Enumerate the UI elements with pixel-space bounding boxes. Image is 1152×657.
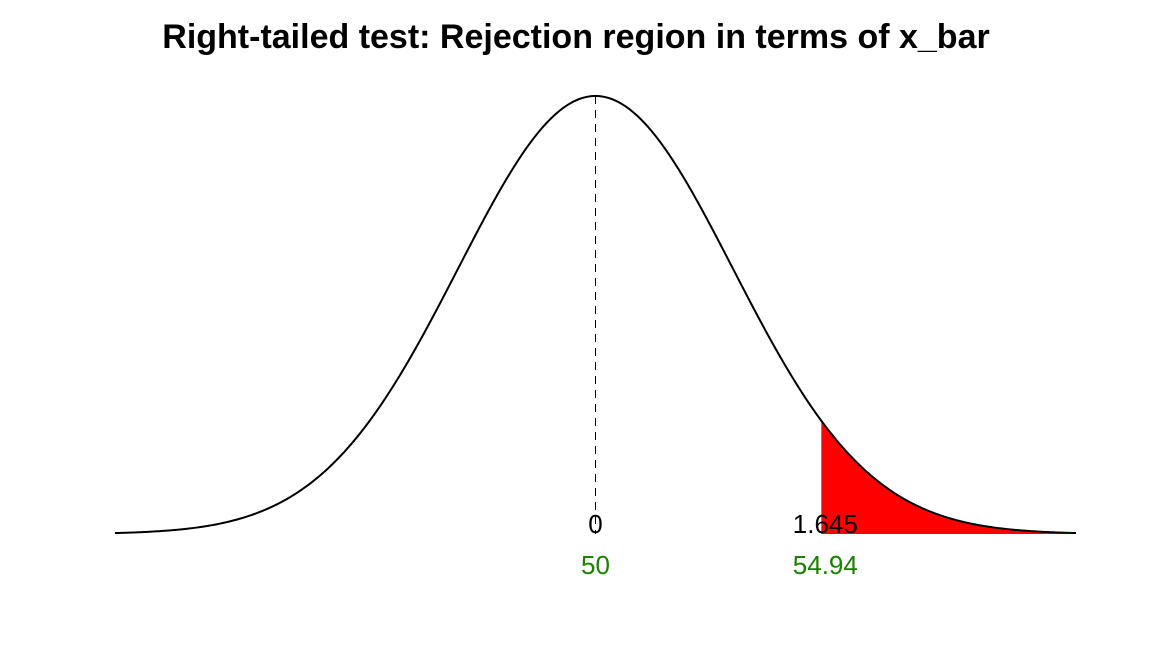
rejection-region	[821, 420, 1076, 534]
z-tick-label-mean: 0	[588, 509, 602, 539]
chart-title: Right-tailed test: Rejection region in t…	[162, 18, 990, 56]
xbar-tick-label-critical: 54.94	[793, 550, 858, 580]
xbar-tick-label-mean: 50	[581, 550, 610, 580]
z-tick-label-critical: 1.645	[793, 509, 858, 539]
